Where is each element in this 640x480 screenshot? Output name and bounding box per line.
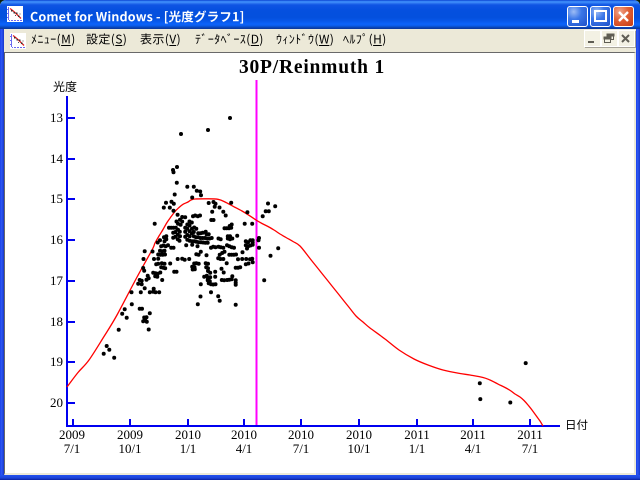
svg-text:15: 15: [50, 191, 63, 206]
svg-text:4/1: 4/1: [465, 441, 482, 456]
svg-text:1/1: 1/1: [409, 441, 426, 456]
svg-text:20: 20: [50, 395, 63, 410]
svg-text:4/1: 4/1: [236, 441, 253, 456]
svg-text:18: 18: [50, 314, 63, 329]
svg-text:2010: 2010: [175, 427, 201, 442]
svg-text:2009: 2009: [59, 427, 85, 442]
svg-text:10/1: 10/1: [347, 441, 370, 456]
svg-text:7/1: 7/1: [522, 441, 539, 456]
svg-text:7/1: 7/1: [64, 441, 81, 456]
svg-text:7/1: 7/1: [293, 441, 310, 456]
svg-text:2011: 2011: [517, 427, 543, 442]
svg-text:10/1: 10/1: [118, 441, 141, 456]
svg-text:2010: 2010: [231, 427, 257, 442]
svg-text:13: 13: [50, 110, 63, 125]
svg-text:16: 16: [50, 232, 64, 247]
svg-text:2009: 2009: [117, 427, 143, 442]
svg-text:17: 17: [50, 273, 64, 288]
svg-text:19: 19: [50, 354, 63, 369]
svg-text:14: 14: [50, 151, 64, 166]
svg-text:2010: 2010: [346, 427, 372, 442]
svg-text:30P/Reinmuth 1: 30P/Reinmuth 1: [239, 57, 385, 78]
svg-text:2011: 2011: [404, 427, 430, 442]
svg-text:1/1: 1/1: [180, 441, 197, 456]
svg-text:2011: 2011: [460, 427, 486, 442]
svg-text:2010: 2010: [288, 427, 314, 442]
